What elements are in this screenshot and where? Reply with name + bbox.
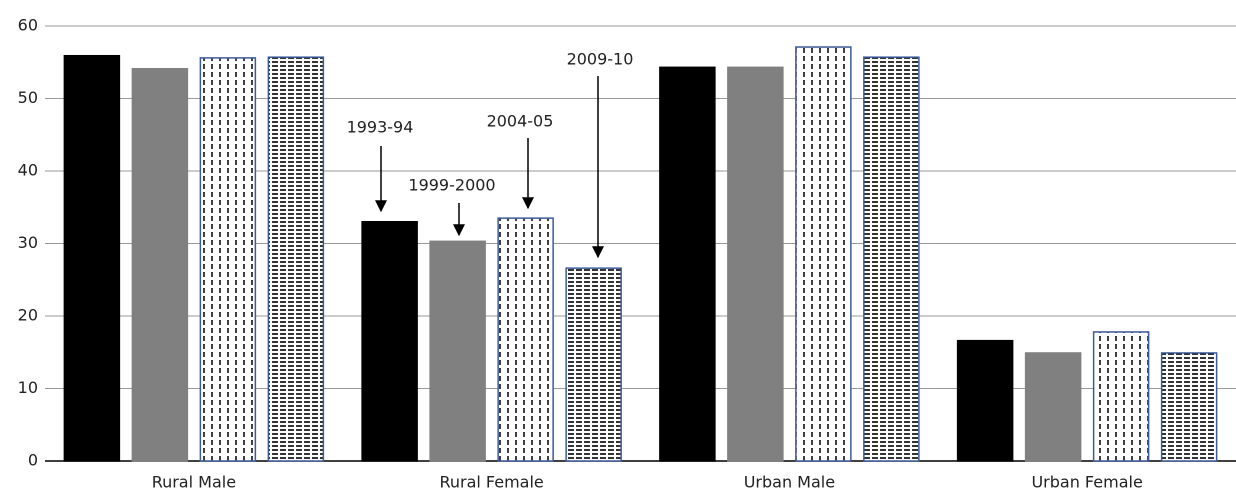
- x-tick-label: Rural Male: [152, 473, 236, 492]
- annotation: 2009-10: [567, 50, 634, 69]
- x-tick-label: Urban Male: [744, 473, 835, 492]
- bar: [727, 66, 784, 462]
- y-tick-label: 50: [18, 88, 38, 107]
- bar: [795, 46, 852, 462]
- y-tick-label: 40: [18, 161, 38, 180]
- bar: [497, 217, 554, 462]
- bar: [267, 56, 325, 462]
- bar: [956, 339, 1014, 462]
- bar: [863, 56, 920, 462]
- bar: [63, 54, 121, 462]
- annotation: 2004-05: [487, 112, 554, 131]
- y-tick-label: 10: [18, 378, 38, 397]
- annotations: 1993-94 1999-2000 2004-05 2009-10: [347, 50, 634, 259]
- x-tick-label: Rural Female: [439, 473, 543, 492]
- y-tick-label: 30: [18, 233, 38, 252]
- annotation: 1993-94: [347, 118, 414, 137]
- bar: [1092, 331, 1150, 462]
- annotation: 1999-2000: [408, 176, 495, 195]
- bar: [361, 221, 418, 462]
- bar: [565, 267, 622, 462]
- bars: [63, 46, 1218, 462]
- bar: [131, 68, 189, 462]
- bar: [429, 240, 486, 462]
- y-tick-label: 20: [18, 306, 38, 325]
- bar: [1160, 352, 1218, 462]
- bar: [659, 66, 716, 462]
- x-tick-label: Urban Female: [1031, 473, 1142, 492]
- bar: [199, 57, 257, 462]
- y-tick-label: 60: [18, 16, 38, 35]
- bar: [1024, 352, 1082, 462]
- y-tick-label: 0: [28, 451, 38, 470]
